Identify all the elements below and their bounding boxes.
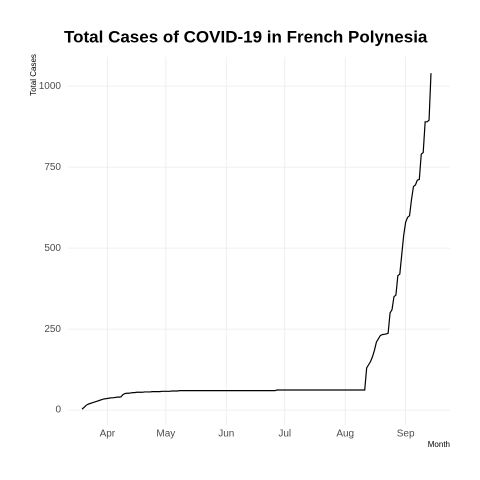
x-tick-label: Jun (218, 429, 234, 440)
line (81, 73, 432, 410)
y-tick-label: 750 (44, 162, 61, 173)
y-tick-label: 0 (55, 405, 61, 416)
x-tick-label: Sep (397, 429, 415, 440)
x-tick-label: May (156, 429, 175, 440)
y-tick-label: 1000 (39, 81, 62, 92)
y-tick-label: 250 (44, 324, 61, 335)
x-tick-label: Apr (100, 429, 116, 440)
x-axis-title: Month (428, 440, 450, 449)
x-tick-label: Jul (278, 429, 291, 440)
y-tick-label: 500 (44, 243, 61, 254)
x-tick-label: Aug (336, 429, 354, 440)
y-axis-title: Total Cases (29, 54, 38, 96)
chart-title: Total Cases of COVID-19 in French Polyne… (64, 27, 428, 46)
